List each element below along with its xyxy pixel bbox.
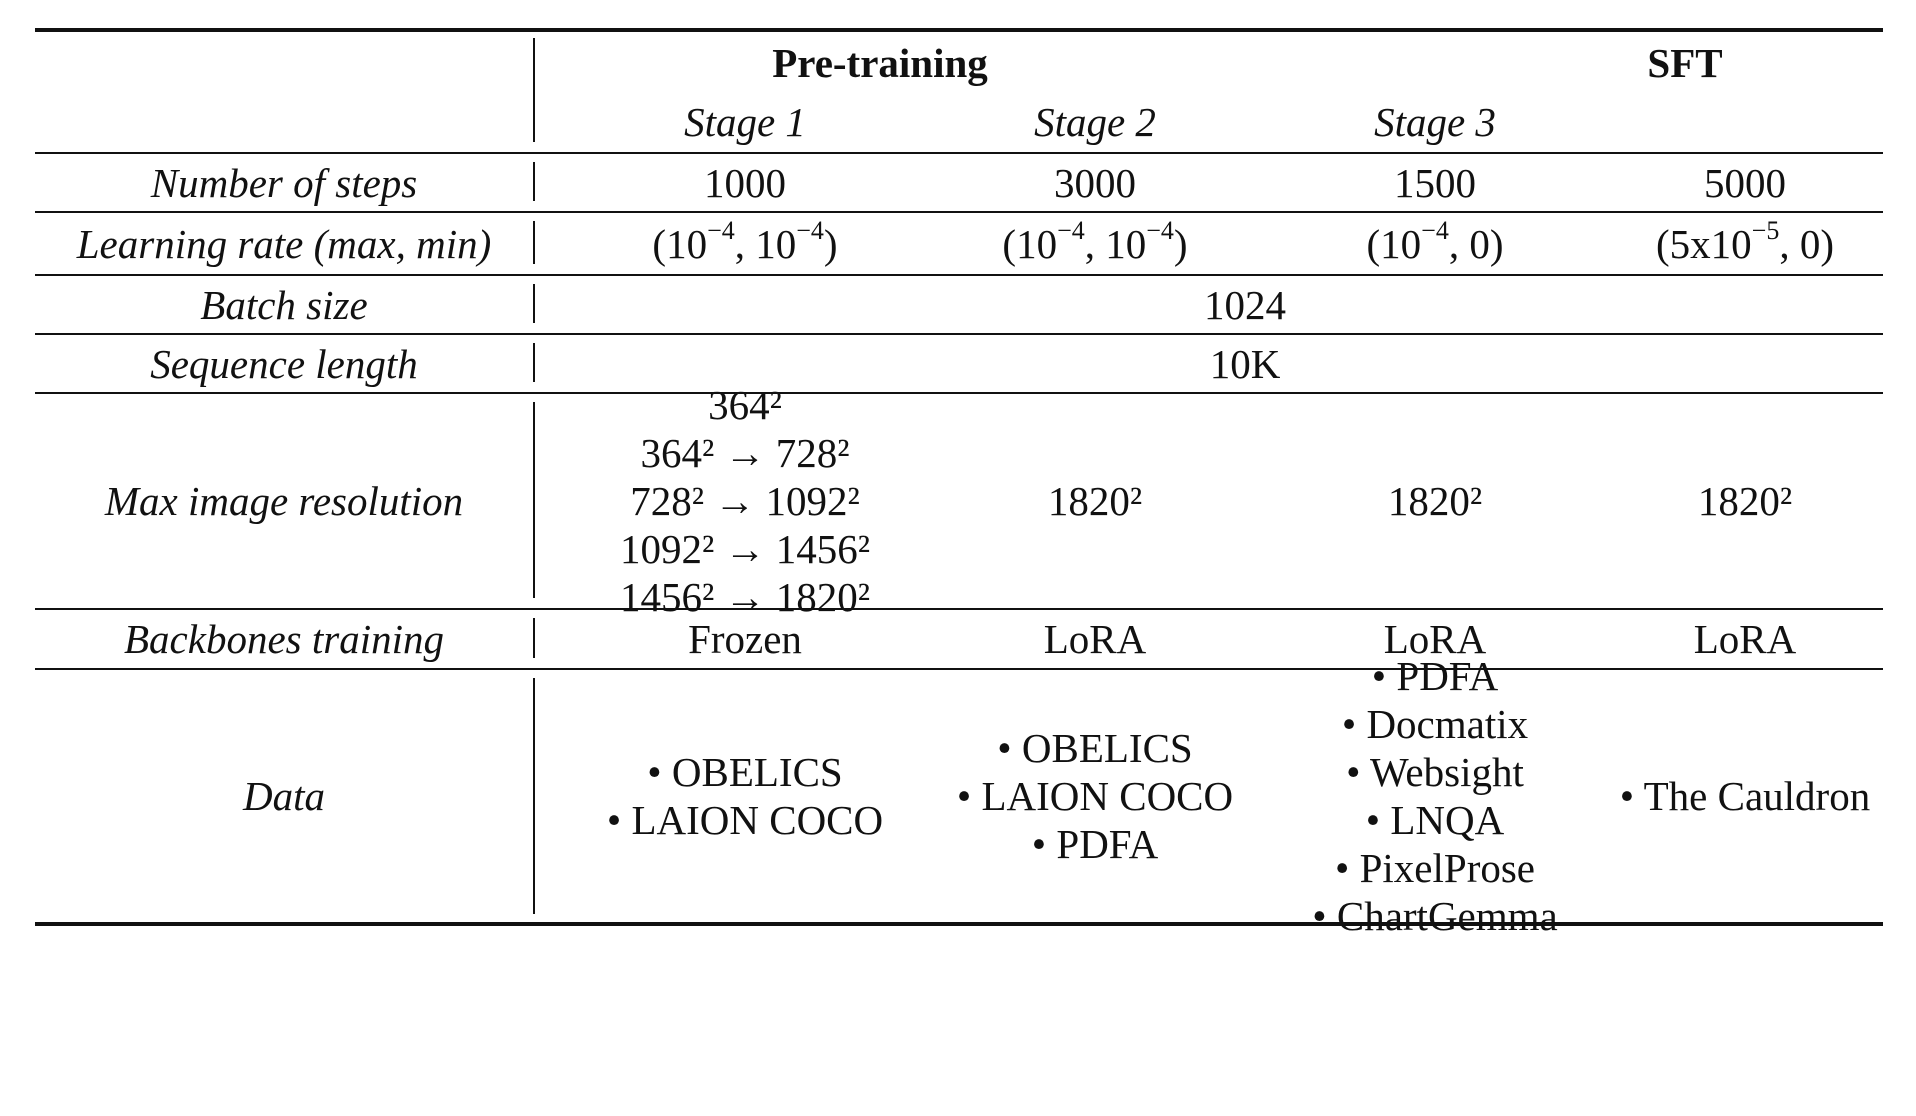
resolution-stage-3: 1820² (1387, 478, 1483, 524)
data-sft: • The Cauldron (1595, 670, 1895, 922)
batch-size-value: 1024 (1204, 281, 1286, 328)
bottom-rule (35, 922, 1883, 926)
training-config-table: Pre-training SFT Stage 1 Stage 2 Stage 3… (35, 28, 1883, 1110)
backbone-sft: LoRA (1693, 616, 1797, 662)
column-divider (533, 284, 535, 323)
dataset-item: • ChartGemma (1312, 893, 1558, 939)
resolution-sft: 1820² (1697, 478, 1793, 524)
row-label-learning-rate: Learning rate (max, min) (76, 220, 492, 267)
column-divider (533, 618, 535, 658)
row-rule-batch (35, 333, 1883, 335)
learning-rate-sft: (5x10−5, 0) (1656, 215, 1834, 267)
resolution-step: 728² → 1092² (630, 478, 860, 524)
steps-stage-1: 1000 (704, 159, 786, 206)
resolution-step: 1092² → 1456² (619, 526, 871, 572)
dataset-item: • LAION COCO (956, 773, 1234, 819)
row-rule-res (35, 608, 1883, 610)
row-label-batch-size: Batch size (200, 281, 368, 328)
backbone-stage-1: Frozen (688, 616, 802, 662)
resolution-stage-2: 1820² (1047, 478, 1143, 524)
steps-sft: 5000 (1704, 159, 1786, 206)
row-label-sequence-length: Sequence length (150, 340, 418, 387)
dataset-item: • OBELICS (647, 749, 843, 795)
learning-rate-stage-1: (10−4, 10−4) (652, 215, 838, 267)
row-label-max-image-resolution: Max image resolution (104, 478, 464, 524)
row-label-backbones-training: Backbones training (124, 616, 444, 662)
resolution-step: 364² → 728² (640, 430, 850, 476)
row-rule-backbone (35, 668, 1883, 670)
top-rule (35, 28, 1883, 32)
dataset-item: • Websight (1346, 749, 1524, 795)
row-rule-steps (35, 211, 1883, 213)
resolution-stage-1: 364² 364² → 728² 728² → 1092² 1092² → 14… (575, 382, 915, 620)
backbone-stage-2: LoRA (1043, 616, 1147, 662)
header-stage-3: Stage 3 (1374, 99, 1496, 145)
data-stage-2: • OBELICS • LAION COCO • PDFA (925, 670, 1265, 922)
header-rule (35, 152, 1883, 154)
dataset-item: • OBELICS (997, 725, 1193, 771)
steps-stage-2: 3000 (1054, 159, 1136, 206)
header-stage-2: Stage 2 (1034, 99, 1156, 145)
resolution-step: 364² (708, 382, 782, 428)
column-divider (533, 38, 535, 142)
dataset-item: • PDFA (1371, 653, 1499, 699)
resolution-step: 1456² → 1820² (619, 574, 871, 620)
steps-stage-3: 1500 (1394, 159, 1476, 206)
column-divider (533, 402, 535, 598)
row-label-steps: Number of steps (150, 159, 418, 206)
dataset-item: • LNQA (1365, 797, 1505, 843)
column-divider (533, 162, 535, 201)
column-divider (533, 678, 535, 914)
column-divider (533, 221, 535, 264)
backbone-stage-3: LoRA (1383, 616, 1487, 662)
row-label-data: Data (243, 773, 325, 819)
row-rule-seq (35, 392, 1883, 394)
learning-rate-stage-3: (10−4, 0) (1366, 215, 1504, 267)
dataset-item: • LAION COCO (606, 797, 884, 843)
learning-rate-stage-2: (10−4, 10−4) (1002, 215, 1188, 267)
column-divider (533, 343, 535, 382)
sequence-length-value: 10K (1209, 340, 1281, 387)
data-stage-1: • OBELICS • LAION COCO (575, 670, 915, 922)
dataset-item: • The Cauldron (1619, 773, 1871, 819)
dataset-item: • PixelProse (1335, 845, 1535, 891)
header-pretraining: Pre-training (772, 40, 988, 86)
dataset-item: • PDFA (1031, 821, 1159, 867)
header-sft: SFT (1647, 40, 1723, 86)
row-rule-lr (35, 274, 1883, 276)
data-stage-3: • PDFA • Docmatix • Websight • LNQA • Pi… (1265, 653, 1605, 939)
dataset-item: • Docmatix (1341, 701, 1529, 747)
header-stage-1: Stage 1 (684, 99, 806, 145)
